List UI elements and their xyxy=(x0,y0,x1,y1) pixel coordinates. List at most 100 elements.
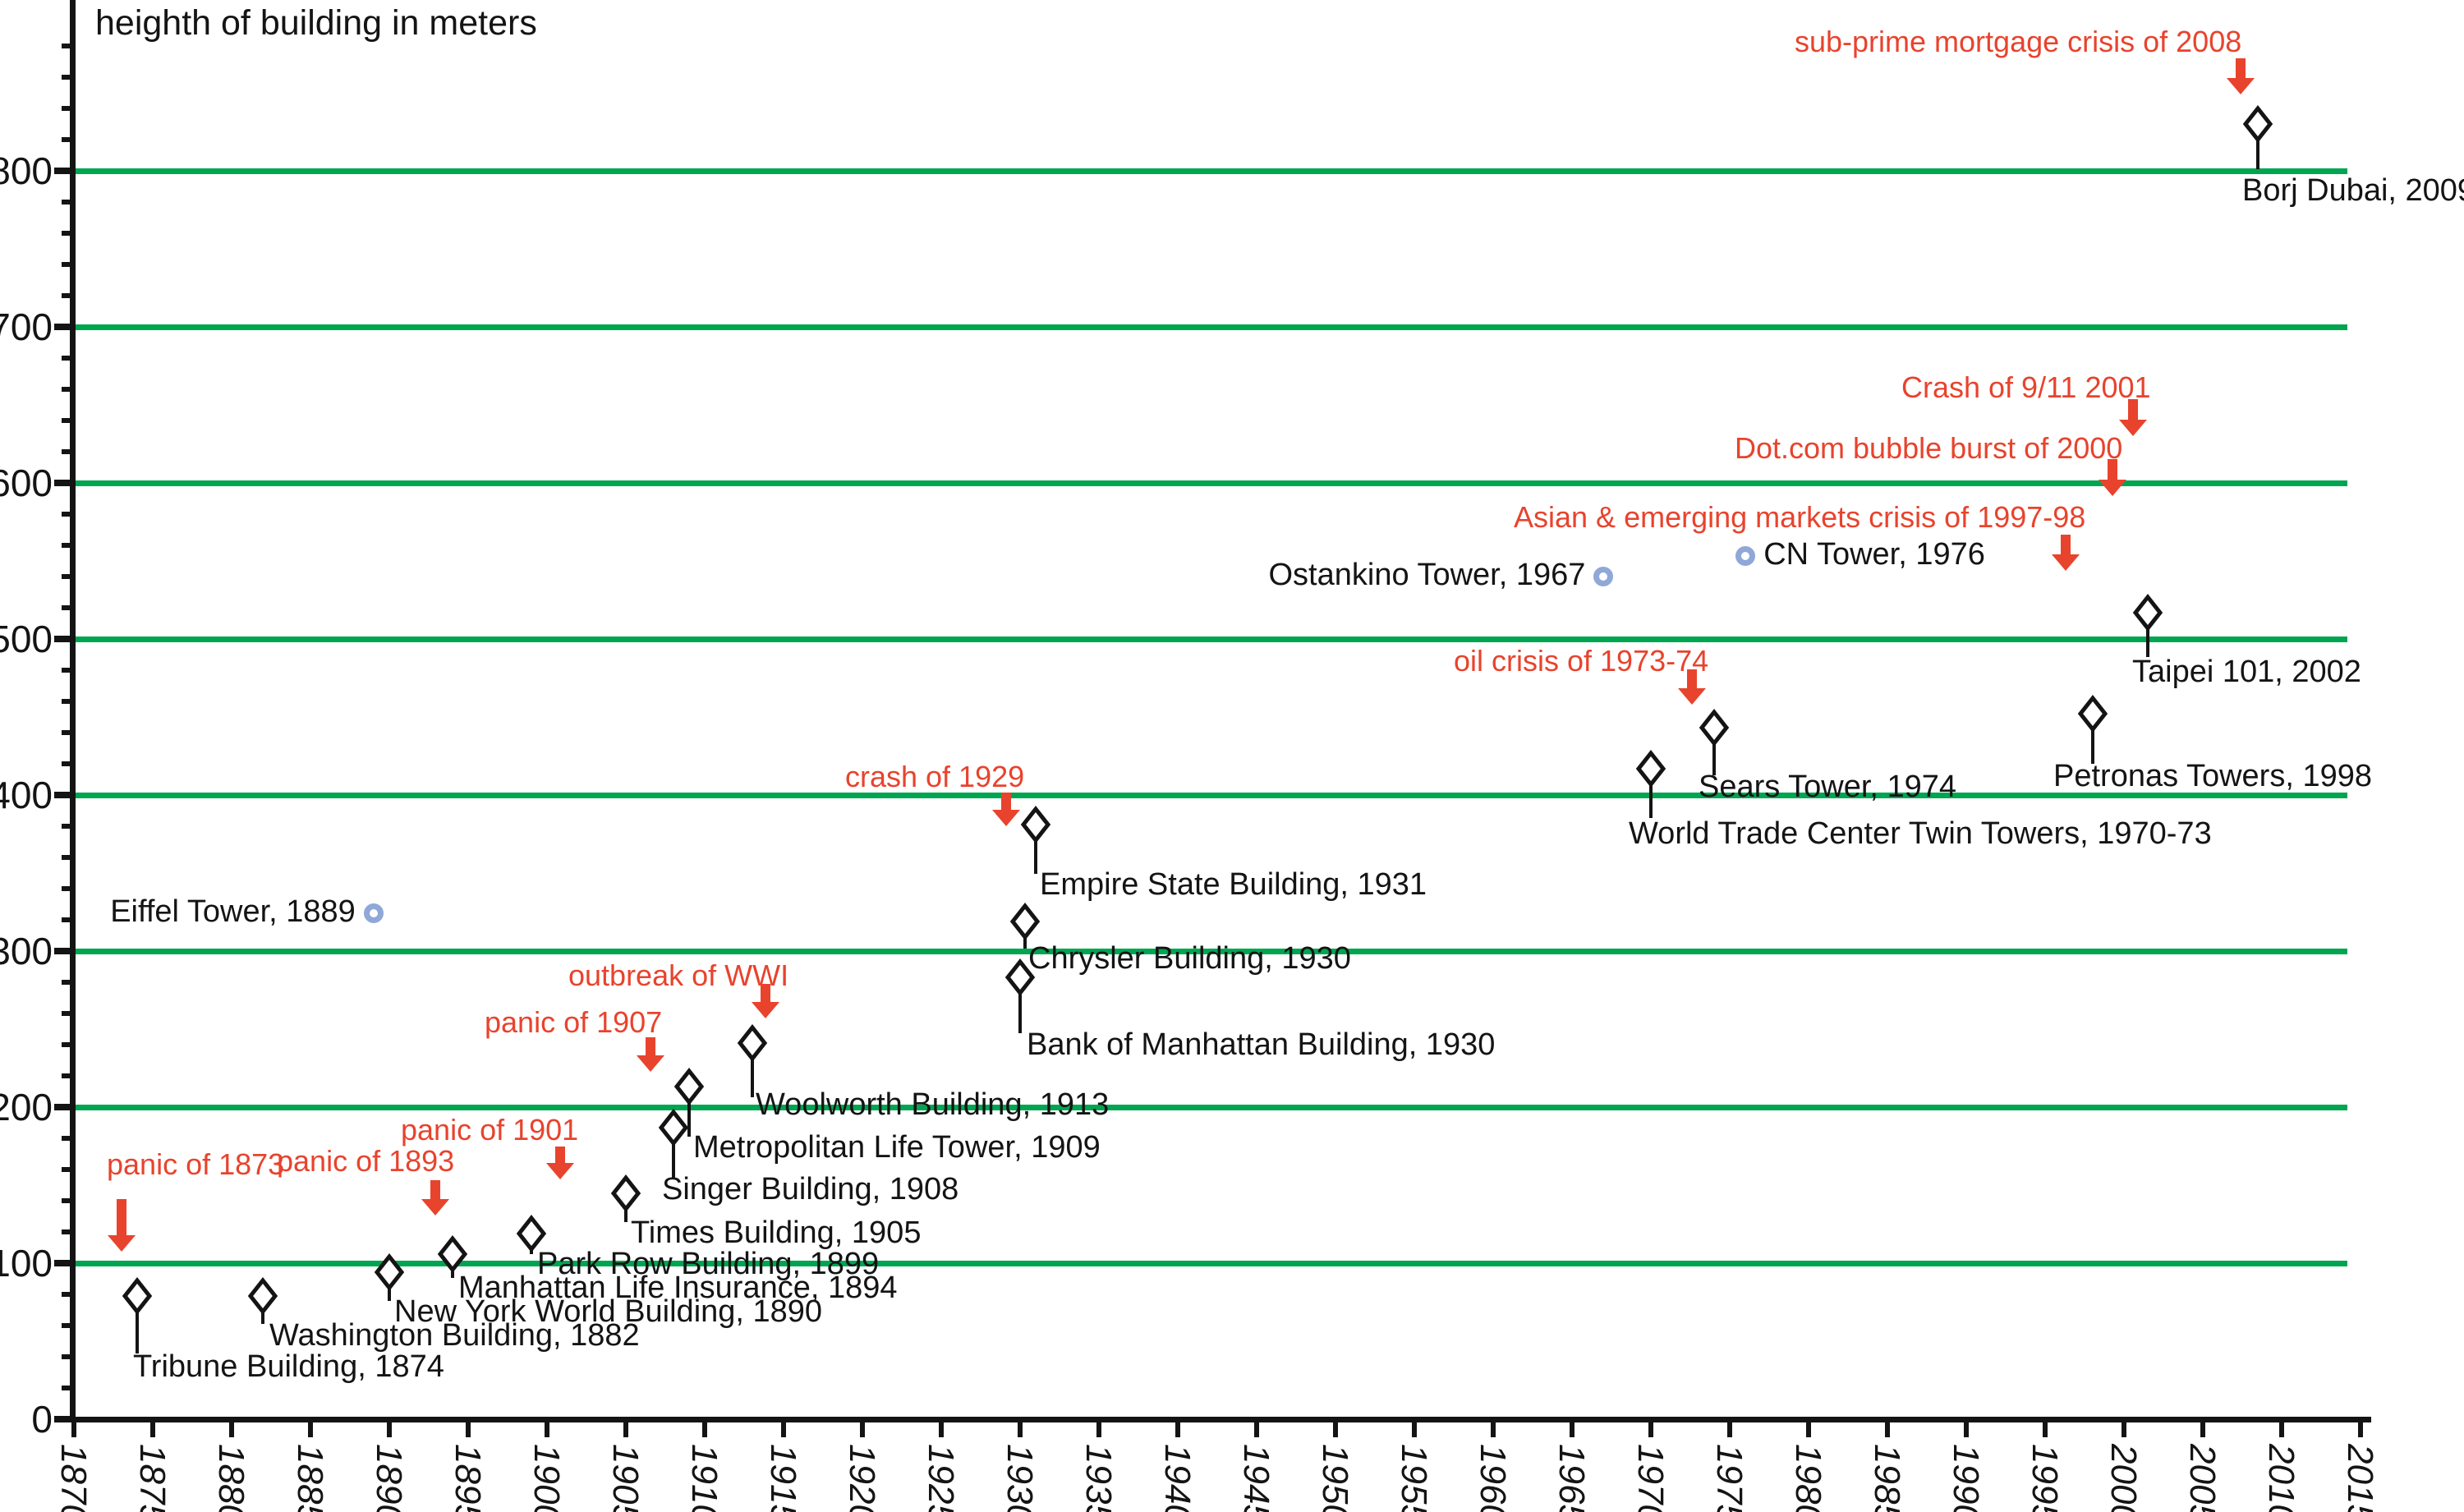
crisis-annotation-label: panic of 1873 xyxy=(107,1147,285,1181)
x-axis-label-1895: 1895 xyxy=(448,1444,488,1512)
building-stem xyxy=(1018,989,1022,1033)
building-marker-diamond xyxy=(658,1108,688,1147)
x-tick-1950 xyxy=(1333,1419,1338,1437)
x-axis-label-1875: 1875 xyxy=(132,1444,172,1512)
x-axis-label-2015: 2015 xyxy=(2340,1444,2380,1512)
x-axis-label-1980: 1980 xyxy=(1788,1444,1828,1512)
y-minor-tick xyxy=(62,1011,72,1016)
y-minor-tick xyxy=(62,886,72,891)
x-tick-1905 xyxy=(623,1419,628,1437)
x-axis-label-1925: 1925 xyxy=(921,1444,961,1512)
x-tick-1955 xyxy=(1412,1419,1417,1437)
crisis-annotation-label: Crash of 9/11 2001 xyxy=(1901,370,2151,404)
building-stem xyxy=(2256,136,2260,169)
y-minor-tick xyxy=(62,200,72,205)
building-label: Manhattan Life Insurance, 1894 xyxy=(458,1271,898,1305)
building-stem xyxy=(2145,623,2149,657)
x-tick-1985 xyxy=(1885,1419,1890,1437)
crisis-arrow-down-icon xyxy=(2119,399,2147,436)
gridline-100m xyxy=(75,1261,2347,1266)
tower-marker-circle xyxy=(1735,546,1756,567)
x-axis-label-2000: 2000 xyxy=(2103,1444,2144,1512)
building-label: Park Row Building, 1899 xyxy=(537,1247,880,1281)
building-label: Taipei 101, 2002 xyxy=(2132,655,2361,689)
y-minor-tick xyxy=(62,1136,72,1141)
x-tick-1870 xyxy=(71,1419,76,1437)
x-tick-2005 xyxy=(2200,1419,2205,1437)
crisis-annotation-label: sub-prime mortgage crisis of 2008 xyxy=(1795,25,2242,58)
y-axis-label-100: 100 xyxy=(0,1242,53,1285)
y-minor-tick xyxy=(62,1073,72,1078)
building-marker-diamond xyxy=(2243,104,2273,144)
x-tick-1990 xyxy=(1964,1419,1969,1437)
x-tick-1885 xyxy=(308,1419,313,1437)
y-minor-tick xyxy=(62,1198,72,1203)
y-minor-tick xyxy=(62,543,72,548)
y-major-tick xyxy=(54,948,72,954)
building-marker-diamond xyxy=(1699,709,1729,747)
x-tick-1940 xyxy=(1175,1419,1180,1437)
crisis-arrow-down-icon xyxy=(108,1199,136,1252)
tower-marker-circle xyxy=(1593,567,1614,586)
y-minor-tick xyxy=(62,761,72,766)
y-minor-tick xyxy=(62,75,72,80)
x-axis-label-1970: 1970 xyxy=(1630,1444,1671,1512)
x-tick-1925 xyxy=(939,1419,944,1437)
crisis-annotation-label: crash of 1929 xyxy=(845,760,1025,793)
gridline-400m xyxy=(75,793,2347,798)
building-stem xyxy=(1034,836,1038,874)
y-major-tick xyxy=(54,636,72,642)
x-axis-label-1985: 1985 xyxy=(1867,1444,1907,1512)
building-marker-diamond xyxy=(248,1276,278,1315)
x-tick-2010 xyxy=(2279,1419,2284,1437)
x-tick-1915 xyxy=(781,1419,786,1437)
y-minor-tick xyxy=(62,1323,72,1328)
building-stem xyxy=(261,1307,265,1324)
crisis-annotation-label: oil crisis of 1973-74 xyxy=(1454,644,1709,678)
x-tick-1975 xyxy=(1727,1419,1732,1437)
building-marker-diamond xyxy=(673,1068,704,1106)
building-label: Borj Dubai, 2009 xyxy=(2242,173,2464,208)
y-axis-label-200: 200 xyxy=(0,1086,53,1128)
y-minor-tick xyxy=(62,1292,72,1297)
y-minor-tick xyxy=(62,730,72,735)
y-minor-tick xyxy=(62,1167,72,1172)
y-minor-tick xyxy=(62,1229,72,1234)
y-minor-tick xyxy=(62,605,72,610)
building-label: World Trade Center Twin Towers, 1970-73 xyxy=(1629,816,2212,851)
building-marker-diamond xyxy=(1021,806,1051,844)
x-axis-label-1960: 1960 xyxy=(1473,1444,1513,1512)
x-axis-label-1950: 1950 xyxy=(1315,1444,1355,1512)
x-tick-1995 xyxy=(2043,1419,2048,1437)
x-axis-label-1990: 1990 xyxy=(1946,1444,1986,1512)
gridline-600m xyxy=(75,480,2347,486)
x-tick-1875 xyxy=(150,1419,155,1437)
gridline-300m xyxy=(75,949,2347,954)
y-major-tick xyxy=(54,792,72,798)
y-minor-tick xyxy=(62,574,72,579)
y-minor-tick xyxy=(62,1386,72,1390)
y-minor-tick xyxy=(62,449,72,454)
y-major-tick xyxy=(54,1260,72,1266)
x-axis-label-1870: 1870 xyxy=(53,1444,94,1512)
y-major-tick xyxy=(54,1416,72,1422)
y-major-tick xyxy=(54,480,72,486)
building-label: Petronas Towers, 1998 xyxy=(2053,759,2372,793)
x-tick-1900 xyxy=(545,1419,549,1437)
y-axis-line xyxy=(70,0,76,1422)
y-minor-tick xyxy=(62,668,72,673)
y-minor-tick xyxy=(62,418,72,423)
building-label: Metropolitan Life Tower, 1909 xyxy=(693,1130,1101,1165)
crisis-arrow-down-icon xyxy=(752,984,779,1018)
building-marker-diamond xyxy=(610,1174,641,1212)
x-axis-label-1995: 1995 xyxy=(2025,1444,2065,1512)
x-tick-1930 xyxy=(1018,1419,1023,1437)
y-major-tick xyxy=(54,168,72,174)
y-axis-label-800: 800 xyxy=(0,149,53,192)
x-tick-1920 xyxy=(860,1419,865,1437)
y-axis-label-400: 400 xyxy=(0,774,53,816)
building-marker-diamond xyxy=(437,1234,467,1273)
y-minor-tick xyxy=(62,106,72,111)
building-marker-diamond xyxy=(737,1024,767,1063)
